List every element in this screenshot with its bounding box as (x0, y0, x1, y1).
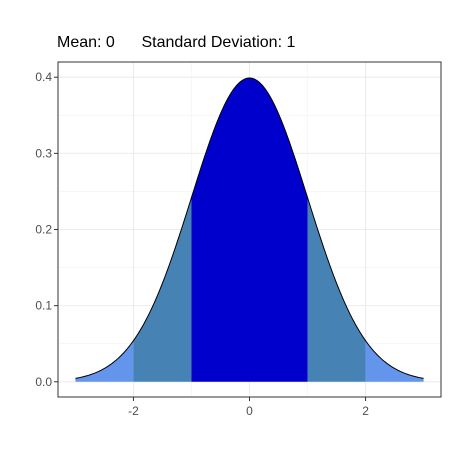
density-curve (75, 77, 424, 379)
y-axis: 0.0 0.1 0.2 0.3 0.4 (35, 70, 58, 389)
y-tick-label: 0.3 (35, 146, 52, 160)
band-tail-right (365, 340, 424, 382)
x-tick-label: 0 (246, 404, 253, 418)
band-tail-left (75, 340, 134, 382)
y-tick-label: 0.1 (35, 299, 52, 313)
y-tick-label: 0.0 (35, 375, 52, 389)
y-tick-label: 0.2 (35, 223, 52, 237)
band-within-one-sd (191, 78, 308, 382)
x-axis: -2 0 2 (128, 397, 369, 418)
chart-title: Mean: 0 Standard Deviation: 1 (57, 34, 296, 51)
y-tick-label: 0.4 (35, 70, 52, 84)
x-tick-label: 2 (362, 404, 369, 418)
x-tick-label: -2 (128, 404, 139, 418)
